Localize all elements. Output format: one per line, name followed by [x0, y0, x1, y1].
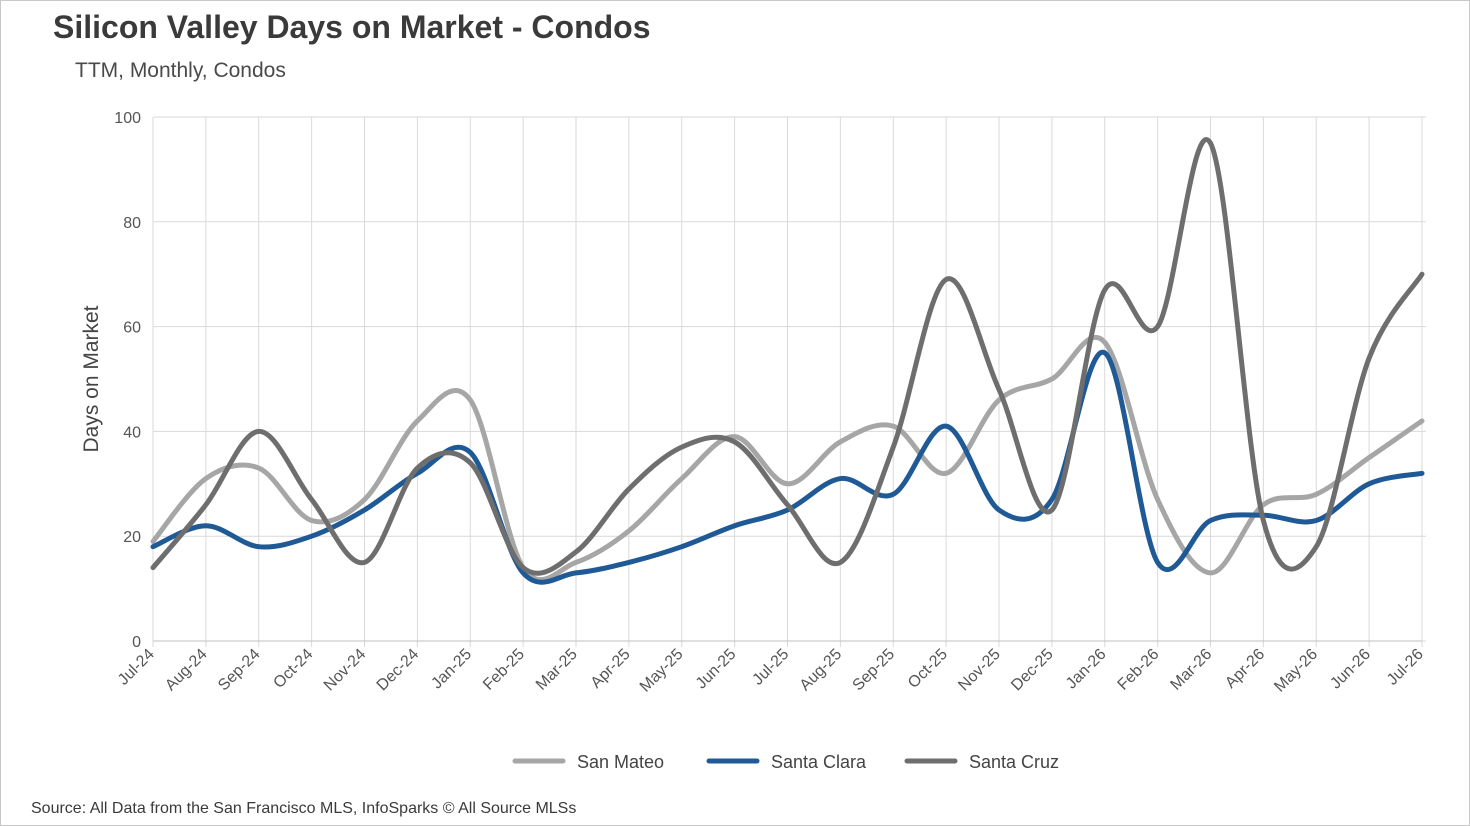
x-tick-label: Jul-24 — [115, 646, 158, 689]
legend-label: Santa Clara — [771, 752, 867, 772]
grid-layer — [152, 116, 1426, 647]
x-tick-label: Jan-26 — [1063, 646, 1110, 693]
x-tick-label: May-25 — [637, 646, 687, 696]
x-tick-label: Jan-25 — [428, 646, 475, 693]
x-tick-label: Mar-25 — [533, 646, 581, 694]
legend-label: San Mateo — [577, 752, 664, 772]
x-tick-label: Dec-25 — [1008, 646, 1057, 695]
x-tick-label: Feb-25 — [480, 646, 528, 694]
x-tick-label: Sep-24 — [215, 646, 264, 695]
y-axis-label: Days on Market — [80, 305, 103, 452]
x-tick-label: Apr-26 — [1222, 646, 1268, 692]
legend: San Mateo Santa Clara Santa Cruz — [512, 752, 1059, 772]
x-tick-label: May-26 — [1271, 646, 1321, 696]
y-tick-label: 100 — [114, 110, 141, 127]
x-tick-label: Nov-24 — [321, 646, 370, 695]
x-tick-label: Jun-26 — [1327, 646, 1374, 693]
legend-label: Santa Cruz — [969, 752, 1059, 772]
x-tick-label: Dec-24 — [374, 646, 423, 695]
x-tick-label: Aug-24 — [162, 646, 211, 695]
series-line-san-mateo — [150, 335, 1425, 583]
y-tick-label: 40 — [123, 424, 141, 441]
series-line-santa-clara — [150, 350, 1425, 585]
x-tick-label: Apr-25 — [588, 646, 634, 692]
x-tick-label: Sep-25 — [850, 646, 899, 695]
chart-title: Silicon Valley Days on Market - Condos — [53, 9, 651, 45]
x-tick-label: Nov-25 — [955, 646, 1004, 695]
x-tick-label: Jul-25 — [749, 646, 792, 689]
x-tick-label: Aug-25 — [797, 646, 846, 695]
y-tick-label: 20 — [123, 529, 141, 546]
source-note: Source: All Data from the San Francisco … — [31, 800, 577, 817]
y-tick-label: 60 — [123, 320, 141, 337]
x-tick-label: Jul-26 — [1384, 646, 1427, 689]
x-tick-label: Jun-25 — [693, 646, 740, 693]
x-tick-label: Oct-25 — [905, 646, 951, 692]
series-line-santa-cruz — [150, 137, 1425, 576]
x-tick-label: Oct-24 — [270, 646, 316, 692]
y-tick-label: 80 — [123, 215, 141, 232]
chart-subtitle: TTM, Monthly, Condos — [75, 59, 286, 82]
x-tick-label: Feb-26 — [1115, 646, 1163, 694]
y-tick-label: 0 — [132, 634, 141, 651]
x-tick-label: Mar-26 — [1167, 646, 1215, 694]
series-layer — [150, 137, 1425, 585]
